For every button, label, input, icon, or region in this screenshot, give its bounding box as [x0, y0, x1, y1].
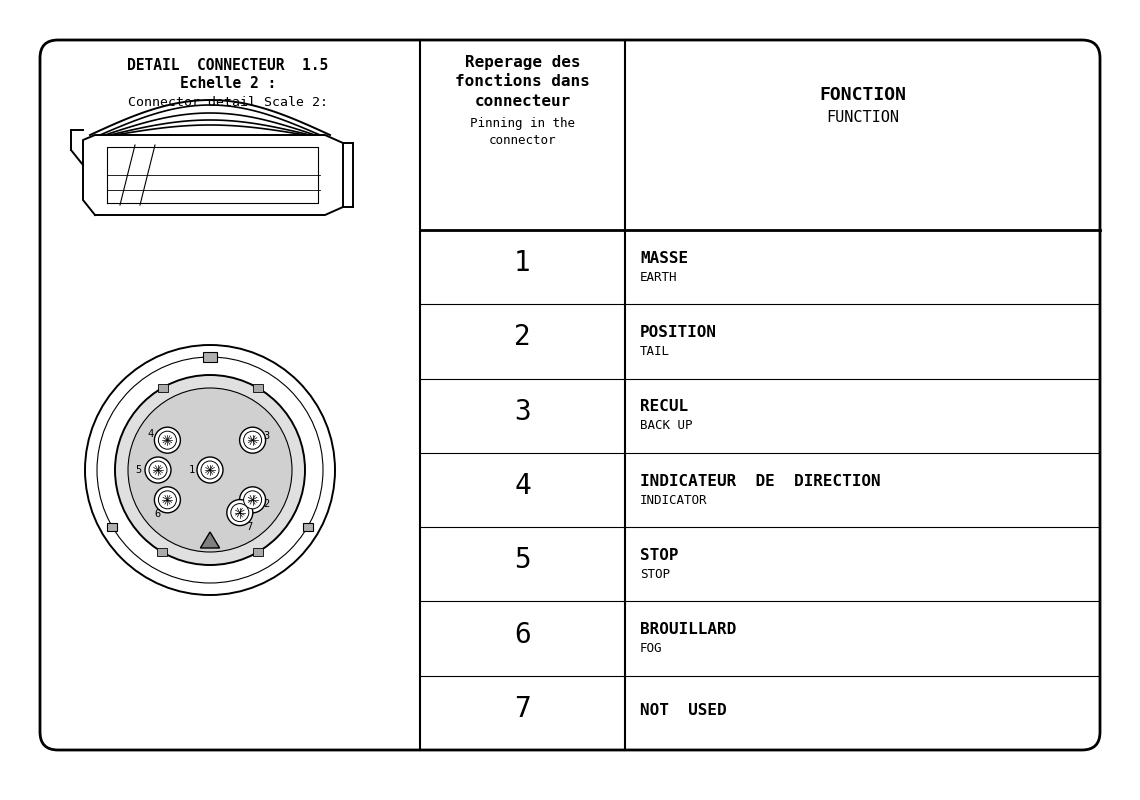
Text: 3: 3 — [514, 398, 531, 426]
Text: MASSE: MASSE — [640, 250, 689, 266]
Circle shape — [227, 499, 253, 526]
Text: STOP: STOP — [640, 548, 678, 562]
Text: Echelle 2 :: Echelle 2 : — [180, 77, 276, 91]
Text: STOP: STOP — [640, 568, 670, 581]
Circle shape — [244, 491, 261, 509]
Text: Reperage des: Reperage des — [465, 54, 580, 70]
Text: INDICATEUR  DE  DIRECTION: INDICATEUR DE DIRECTION — [640, 474, 880, 489]
Text: FONCTION: FONCTION — [819, 86, 906, 104]
Circle shape — [86, 345, 335, 595]
Text: Connector detail Scale 2:: Connector detail Scale 2: — [128, 97, 328, 110]
Text: Pinning in the: Pinning in the — [470, 117, 575, 130]
Circle shape — [201, 461, 219, 479]
Text: BROUILLARD: BROUILLARD — [640, 622, 736, 637]
Text: NOT  USED: NOT USED — [640, 703, 726, 718]
Circle shape — [230, 503, 249, 522]
Circle shape — [97, 357, 323, 583]
Circle shape — [145, 457, 171, 483]
Text: BACK UP: BACK UP — [640, 419, 692, 432]
Text: DETAIL  CONNECTEUR  1.5: DETAIL CONNECTEUR 1.5 — [128, 58, 328, 73]
Text: FOG: FOG — [640, 642, 662, 655]
Text: INDICATOR: INDICATOR — [640, 494, 708, 506]
Circle shape — [239, 427, 266, 453]
Circle shape — [244, 431, 261, 449]
Circle shape — [197, 457, 223, 483]
Text: 3: 3 — [263, 431, 270, 441]
Text: 7: 7 — [514, 695, 531, 723]
Circle shape — [158, 431, 177, 449]
FancyBboxPatch shape — [157, 384, 168, 392]
FancyBboxPatch shape — [203, 352, 217, 362]
Text: connector: connector — [489, 134, 556, 146]
Text: 5: 5 — [135, 465, 141, 475]
Text: FUNCTION: FUNCTION — [826, 110, 899, 125]
FancyBboxPatch shape — [303, 522, 312, 530]
FancyBboxPatch shape — [252, 548, 262, 556]
Text: POSITION: POSITION — [640, 325, 717, 340]
Circle shape — [154, 487, 180, 513]
Text: 5: 5 — [514, 546, 531, 574]
Circle shape — [149, 461, 166, 479]
Text: fonctions dans: fonctions dans — [455, 74, 589, 90]
Text: 7: 7 — [246, 522, 253, 531]
Text: 6: 6 — [154, 509, 161, 519]
FancyBboxPatch shape — [252, 384, 262, 392]
FancyBboxPatch shape — [107, 522, 117, 530]
Polygon shape — [201, 532, 220, 548]
Circle shape — [115, 375, 306, 565]
Text: 2: 2 — [263, 499, 270, 509]
Text: 1: 1 — [514, 249, 531, 277]
Text: RECUL: RECUL — [640, 399, 689, 414]
Text: 1: 1 — [189, 465, 195, 475]
Circle shape — [128, 388, 292, 552]
Text: 4: 4 — [147, 429, 154, 439]
Circle shape — [239, 487, 266, 513]
Circle shape — [158, 491, 177, 509]
Text: 6: 6 — [514, 621, 531, 649]
Text: TAIL: TAIL — [640, 345, 670, 358]
Text: EARTH: EARTH — [640, 270, 677, 284]
FancyBboxPatch shape — [40, 40, 1100, 750]
Circle shape — [154, 427, 180, 453]
Text: 4: 4 — [514, 472, 531, 500]
Text: connecteur: connecteur — [474, 94, 571, 110]
FancyBboxPatch shape — [157, 548, 168, 556]
Text: 2: 2 — [514, 323, 531, 351]
